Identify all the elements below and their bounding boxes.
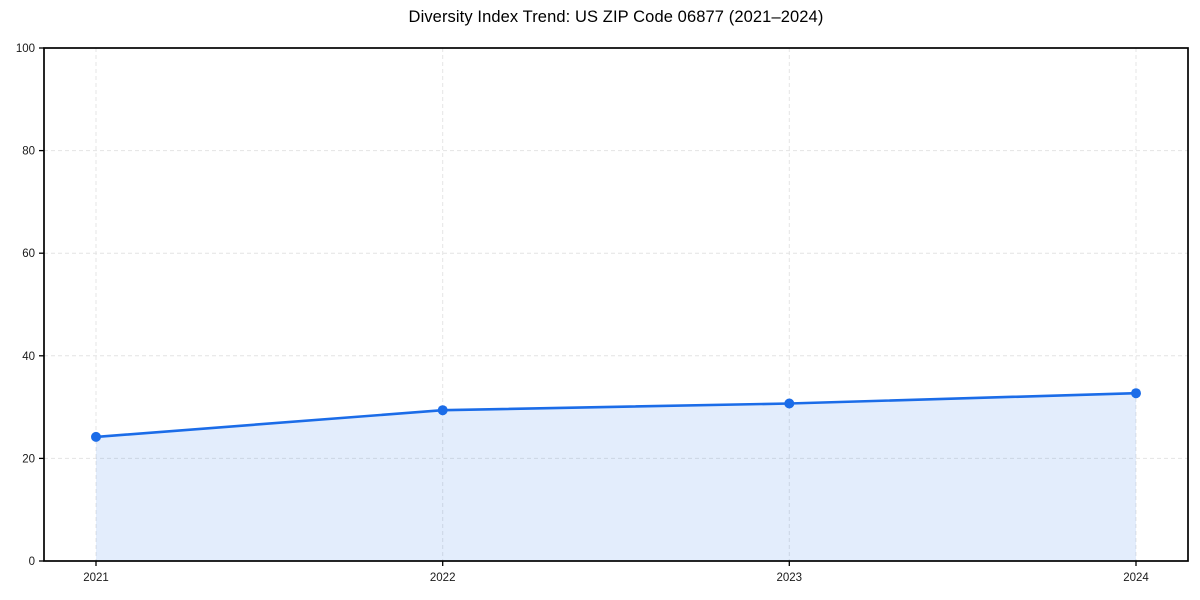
x-tick-label: 2023	[777, 572, 803, 584]
data-point-marker	[91, 431, 101, 442]
y-tick-label: 20	[22, 453, 35, 465]
x-tick-label: 2021	[83, 572, 109, 584]
y-tick-label: 40	[22, 351, 35, 363]
series-line	[94, 391, 1138, 439]
y-tick-label: 100	[16, 43, 35, 55]
data-point-marker	[1131, 388, 1141, 399]
plot-border	[43, 47, 1189, 562]
x-tick-label: 2022	[430, 572, 456, 584]
y-tick-label: 0	[29, 556, 35, 568]
x-tick-label: 2024	[1123, 572, 1149, 584]
y-tick-label: 80	[22, 146, 35, 158]
data-point-marker	[784, 398, 795, 409]
series-area-fill	[96, 393, 1136, 561]
chart-title: Diversity Index Trend: US ZIP Code 06877…	[408, 8, 824, 26]
y-tick-label: 60	[22, 248, 35, 260]
data-point-marker	[437, 405, 448, 416]
